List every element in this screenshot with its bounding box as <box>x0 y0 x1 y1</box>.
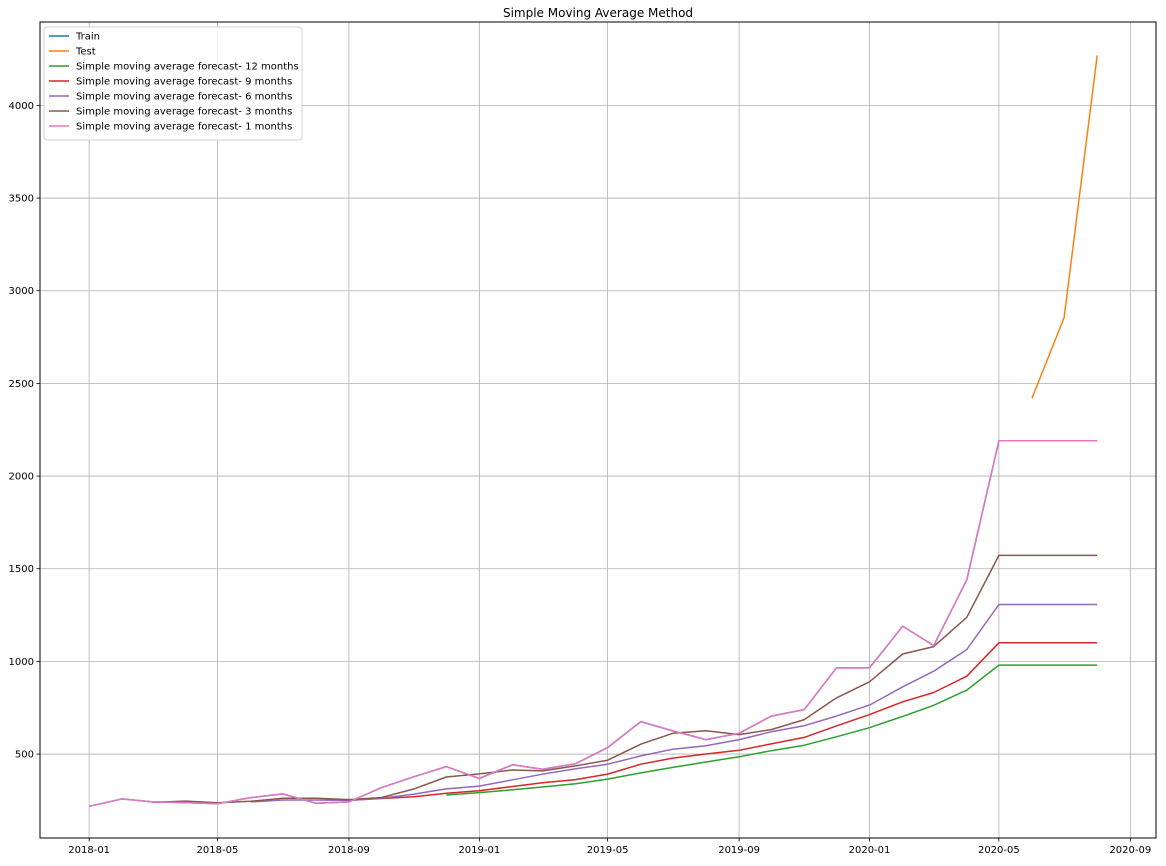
y-tick-label: 3500 <box>9 194 34 205</box>
series-line-0 <box>89 441 999 807</box>
legend-label: Train <box>75 32 100 43</box>
legend-label: Test <box>75 47 96 58</box>
x-tick-label: 2018-01 <box>68 845 110 856</box>
y-tick-label: 1500 <box>9 564 34 575</box>
x-tick-label: 2019-05 <box>587 845 629 856</box>
series-line-1 <box>1032 55 1097 398</box>
y-tick-label: 500 <box>15 750 34 761</box>
x-axis: 2018-01 2018-05 2018-09 2019-01 2019-05 2019-… <box>68 838 1151 856</box>
legend: Train Test Simple moving average forecast-… <box>44 27 302 140</box>
x-tick-label: 2019-09 <box>718 845 760 856</box>
y-tick-label: 2000 <box>9 472 34 483</box>
series-line-4 <box>251 605 1098 802</box>
legend-label: Simple moving average forecast- 1 months <box>76 122 292 133</box>
plot-frame <box>40 22 1156 838</box>
series-lines <box>89 55 1097 806</box>
x-tick-label: 2019-01 <box>458 845 500 856</box>
x-tick-label: 2020-05 <box>978 845 1020 856</box>
grid <box>40 22 1156 838</box>
y-tick-label: 2500 <box>9 379 34 390</box>
series-line-6 <box>89 441 1097 807</box>
y-tick-label: 4000 <box>9 101 34 112</box>
legend-label: Simple moving average forecast- 3 months <box>76 107 292 118</box>
series-line-3 <box>349 643 1097 801</box>
y-tick-label: 1000 <box>9 657 34 668</box>
x-tick-label: 2020-09 <box>1109 845 1151 856</box>
x-tick-label: 2018-05 <box>197 845 239 856</box>
x-tick-label: 2018-09 <box>328 845 370 856</box>
chart-title: Simple Moving Average Method <box>503 6 693 20</box>
y-axis: 500 1000 1500 2000 2500 3000 3500 4000 <box>9 101 40 761</box>
y-tick-label: 3000 <box>9 286 34 297</box>
series-line-5 <box>152 555 1097 802</box>
legend-label: Simple moving average forecast- 6 months <box>76 92 292 103</box>
legend-label: Simple moving average forecast- 12 month… <box>76 62 299 73</box>
legend-label: Simple moving average forecast- 9 months <box>76 77 292 88</box>
x-tick-label: 2020-01 <box>849 845 891 856</box>
